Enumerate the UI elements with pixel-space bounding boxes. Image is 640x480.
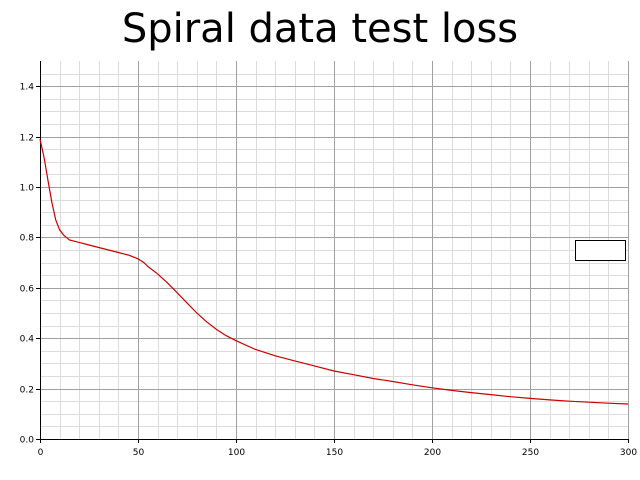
- x-tick-label: 250: [522, 448, 539, 458]
- y-tick-label: 0.2: [20, 386, 34, 396]
- chart-title: Spiral data test loss: [121, 6, 519, 52]
- y-tick-label: 0.4: [20, 335, 35, 345]
- x-tick-label: 150: [326, 448, 343, 458]
- x-tick-label: 200: [424, 448, 441, 458]
- y-tick-label: 1.2: [20, 134, 34, 144]
- y-tick-label: 1.4: [20, 83, 35, 93]
- axes: [36, 61, 629, 443]
- x-tick-label: 0: [38, 448, 44, 458]
- test-loss-line: [39, 138, 629, 405]
- x-tick-label: 300: [620, 448, 637, 458]
- y-tick-label: 0.8: [20, 234, 35, 244]
- y-tick-label: 0.6: [20, 285, 35, 295]
- x-tick-label: 50: [133, 448, 145, 458]
- x-tick-label: 100: [228, 448, 245, 458]
- tick-labels: 0 50 100 150 200 250 300 0.0 0.2 0.4 0.6 0.8 1.0 1.2 1…: [20, 83, 638, 459]
- y-tick-label: 0.0: [20, 436, 35, 446]
- legend-box: [575, 240, 626, 261]
- series-layer: [39, 138, 629, 405]
- y-tick-label: 1.0: [20, 184, 35, 194]
